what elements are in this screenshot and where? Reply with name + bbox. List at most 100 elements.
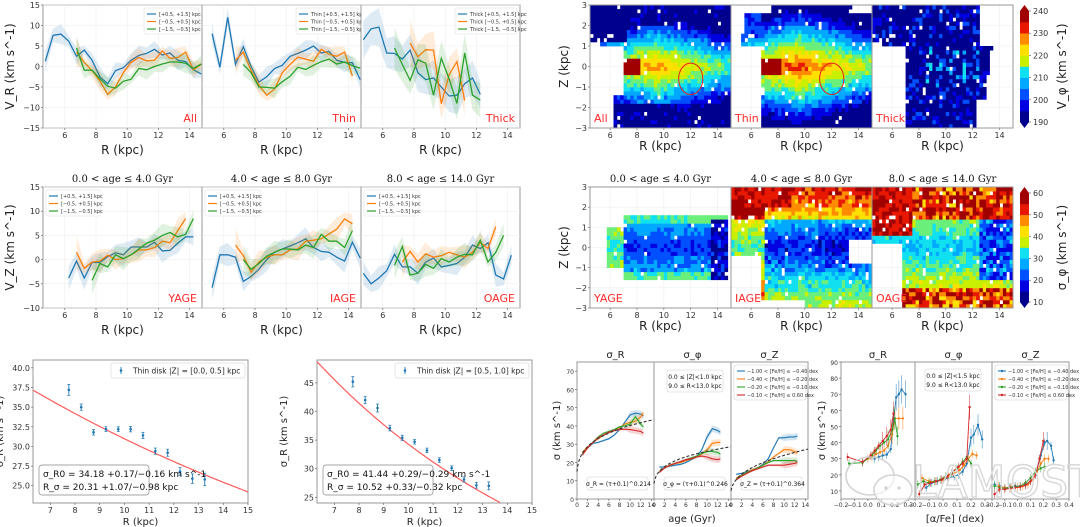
heatmap-cell: [808, 33, 812, 39]
heatmap-cell: [935, 82, 940, 88]
heatmap-cell: [687, 219, 692, 224]
heatmap-cell: [767, 99, 772, 104]
heatmap-cell: [620, 13, 624, 18]
heatmap-cell: [865, 33, 870, 39]
heatmap-cell: [845, 207, 849, 212]
heatmap-cell: [932, 91, 937, 96]
heatmap-cell: [767, 58, 772, 63]
heatmap-cell: [764, 191, 769, 196]
heatmap-cell: [694, 66, 698, 71]
heatmap-cell: [835, 66, 839, 71]
heatmap-cell: [600, 5, 604, 10]
heatmap-cell: [774, 50, 779, 55]
heatmap-cell: [848, 115, 853, 121]
heatmap-cell: [623, 62, 628, 67]
heatmap-cell: [778, 219, 782, 224]
heatmap-cell: [872, 235, 876, 240]
heatmap-cell: [623, 5, 628, 10]
heatmap-cell: [717, 107, 722, 112]
heatmap-cell: [791, 107, 796, 112]
heatmap-cell: [919, 95, 923, 100]
heatmap-cell: [858, 66, 863, 71]
heatmap-cell: [677, 33, 682, 39]
heatmap-cell: [912, 91, 917, 96]
heatmap-cell: [684, 247, 688, 252]
heatmap-cell: [613, 13, 618, 18]
heatmap-cell: [788, 41, 792, 47]
heatmap-cell: [657, 271, 661, 277]
heatmap-cell: [808, 119, 812, 125]
heatmap-cell: [955, 33, 960, 39]
heatmap-cell: [831, 271, 836, 277]
heatmap-cell: [955, 70, 960, 76]
heatmap-cell: [959, 115, 964, 121]
heatmap-cell: [747, 227, 752, 232]
heatmap-cell: [660, 91, 665, 96]
heatmap-cell: [714, 37, 718, 43]
heatmap-cell: [794, 25, 799, 30]
heatmap-cell: [845, 78, 849, 84]
heatmap-cell: [633, 91, 638, 96]
heatmap-cell: [898, 29, 903, 35]
heatmap-cell: [633, 251, 638, 256]
heatmap-cell: [697, 215, 702, 220]
heatmap-cell: [653, 58, 658, 63]
heatmap-cell: [989, 46, 994, 51]
heatmap-cell: [855, 33, 859, 39]
heatmap-cell: [798, 235, 802, 240]
heatmap-cell: [835, 199, 839, 204]
heatmap-cell: [640, 62, 645, 67]
heatmap-cell: [851, 13, 856, 18]
heatmap-cell: [700, 9, 705, 14]
heatmap-cell: [680, 91, 685, 96]
heatmap-cell: [838, 78, 843, 84]
heatmap-cell: [663, 239, 668, 244]
heatmap-cell: [677, 239, 682, 244]
heatmap-cell: [825, 304, 829, 309]
y-tick-label: 2: [582, 203, 587, 212]
heatmap-cell: [778, 41, 782, 47]
heatmap-cell: [700, 46, 705, 51]
error-band: [243, 50, 361, 99]
heatmap-cell: [868, 211, 873, 216]
heatmap-cell: [959, 46, 964, 51]
heatmap-cell: [687, 74, 692, 80]
heatmap-cell: [684, 99, 688, 104]
heatmap-cell: [751, 41, 755, 47]
heatmap-cell: [697, 41, 702, 47]
heatmap-cell: [694, 227, 698, 232]
heatmap-cell: [616, 99, 621, 104]
heatmap-cell: [767, 195, 772, 200]
heatmap-cell: [855, 279, 859, 285]
heatmap-cell: [929, 37, 933, 43]
heatmap-cell: [670, 17, 675, 22]
heatmap-cell: [945, 119, 950, 125]
heatmap-cell: [882, 21, 886, 26]
heatmap-cell: [720, 66, 725, 71]
heatmap-cell: [811, 223, 816, 228]
heatmap-cell: [804, 271, 809, 277]
heatmap-cell: [630, 215, 635, 220]
heatmap-cell: [673, 115, 678, 121]
heatmap-cell: [788, 231, 792, 236]
heatmap-cell: [915, 99, 920, 104]
heatmap-cell: [630, 267, 635, 273]
heatmap-cell: [858, 87, 863, 92]
heatmap-cell: [801, 295, 806, 301]
panel-title: 4.0 < age ≤ 8.0 Gyr: [231, 174, 332, 185]
heatmap-cell: [939, 33, 943, 39]
heatmap-cell: [687, 239, 692, 244]
heatmap-cell: [667, 267, 671, 273]
heatmap-cell: [878, 21, 883, 26]
heatmap-cell: [720, 219, 725, 224]
heatmap-cell: [670, 25, 675, 30]
heatmap-cell: [935, 115, 940, 121]
colorbar-segment: [1020, 11, 1029, 23]
heatmap-cell: [905, 191, 910, 196]
heatmap-cell: [972, 17, 977, 22]
heatmap-cell: [845, 37, 849, 43]
heatmap-cell: [794, 239, 799, 244]
heatmap-cell: [868, 207, 873, 212]
heatmap-cell: [660, 99, 665, 104]
heatmap-cell: [690, 91, 695, 96]
